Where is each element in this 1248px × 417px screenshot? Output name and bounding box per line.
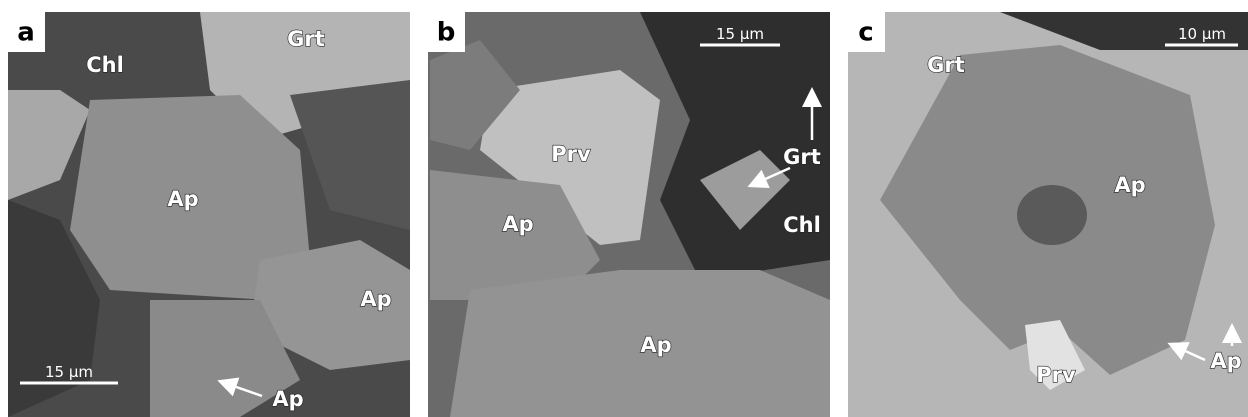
- annotation: Ap: [360, 287, 391, 311]
- annotation: Ap: [1114, 173, 1145, 197]
- figure: a Chl Grt Ap Ap Ap 15 µm b 15 µm Prv Grt…: [0, 0, 1248, 417]
- annotation: Prv: [1036, 363, 1076, 387]
- annotation: Grt: [287, 27, 325, 51]
- annotation: Ap: [272, 387, 303, 411]
- annotation: Ap: [640, 333, 671, 357]
- annotation: Grt: [927, 53, 965, 77]
- annotation: Ap: [502, 212, 533, 236]
- panel-label: b: [437, 18, 456, 48]
- panel-label: c: [858, 18, 873, 48]
- annotation: Chl: [783, 213, 821, 237]
- scale-label: 15 µm: [45, 363, 93, 381]
- annotation: Ap: [167, 187, 198, 211]
- annotation: Chl: [86, 53, 124, 77]
- annotation: Grt: [783, 145, 821, 169]
- panel-c: c 10 µm Grt Ap Prv Ap: [848, 12, 1248, 417]
- scale-label: 15 µm: [716, 25, 764, 43]
- panel-b: b 15 µm Prv Grt Chl Ap Ap: [428, 12, 830, 417]
- panel-label: a: [17, 18, 35, 48]
- scale-label: 10 µm: [1178, 25, 1226, 43]
- panel-a: a Chl Grt Ap Ap Ap 15 µm: [8, 12, 410, 417]
- annotation: Ap: [1210, 349, 1241, 373]
- annotation: Prv: [551, 142, 591, 166]
